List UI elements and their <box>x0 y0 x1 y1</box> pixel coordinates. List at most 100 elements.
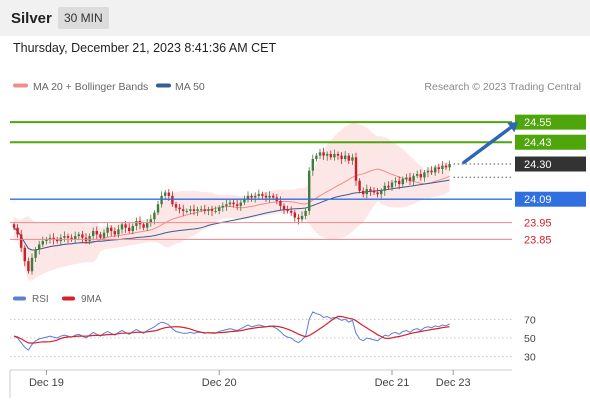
candle-body <box>41 241 44 245</box>
candle <box>372 187 376 196</box>
candle-body <box>347 155 350 161</box>
candle-body <box>426 170 430 173</box>
candle-body <box>20 234 23 248</box>
candle <box>63 231 66 242</box>
candle-body <box>390 182 394 188</box>
candle <box>326 151 329 161</box>
candle <box>16 224 19 238</box>
candle <box>174 201 178 211</box>
header-bar: Silver 30 MIN <box>0 0 590 36</box>
candle-body <box>293 212 296 218</box>
candle <box>146 219 149 232</box>
resistance-label-box <box>515 114 586 130</box>
candle <box>257 189 260 199</box>
candle-body <box>286 209 289 211</box>
candle <box>27 257 30 274</box>
candle <box>300 211 304 222</box>
time-tick-label: Dec 23 <box>436 377 471 389</box>
candle-body <box>225 204 228 206</box>
current-price: 24.30 <box>453 156 586 172</box>
candle-body <box>315 155 318 159</box>
candle-body <box>92 231 95 237</box>
candle <box>430 166 433 175</box>
candle-body <box>192 209 196 211</box>
candle <box>383 182 386 196</box>
candle <box>290 206 293 216</box>
candle-body <box>333 153 336 158</box>
level-23.85: 23.85 <box>10 234 552 246</box>
candle-body <box>304 210 307 216</box>
candle-body <box>88 236 91 242</box>
candle-body <box>257 194 260 196</box>
candle-body <box>318 152 322 156</box>
candle-body <box>182 209 185 211</box>
candle-body <box>437 167 440 170</box>
candle <box>336 151 340 160</box>
candle <box>448 160 451 171</box>
candle-body <box>128 227 131 232</box>
candle-body <box>329 153 332 158</box>
candle-body <box>326 153 329 156</box>
candle-body <box>279 200 282 206</box>
candle <box>376 187 379 198</box>
candle <box>38 240 41 255</box>
candle <box>207 206 210 216</box>
rsi-tick-label: 50 <box>524 333 536 345</box>
candle <box>48 234 52 244</box>
candle-body <box>56 239 59 242</box>
candle-body <box>344 155 347 159</box>
candle <box>401 176 404 187</box>
candle <box>333 149 336 161</box>
candle-body <box>376 192 379 195</box>
candle-body <box>74 236 77 240</box>
candle-body <box>156 204 160 213</box>
candle <box>246 191 250 203</box>
candle <box>390 179 394 191</box>
ma20-legend-swatch <box>13 83 28 88</box>
candle-body <box>196 209 199 211</box>
rsi-tick-label: 70 <box>524 314 536 326</box>
candle-body <box>372 190 376 193</box>
candle <box>153 210 156 225</box>
candle <box>354 152 358 186</box>
candle-body <box>261 194 264 196</box>
forecast-arrow-shaft <box>462 125 513 165</box>
candle-body <box>394 180 397 183</box>
pivot-label: 24.09 <box>524 194 552 206</box>
candle-body <box>416 174 419 176</box>
resistance-label-box <box>515 134 586 150</box>
rsi-tick-label: 30 <box>524 352 536 364</box>
candle-body <box>120 224 124 230</box>
candle-body <box>171 195 174 205</box>
candle-body <box>189 209 192 211</box>
candle <box>444 163 448 170</box>
candle-body <box>214 210 217 212</box>
candle <box>437 163 440 174</box>
timeframe-badge[interactable]: 30 MIN <box>58 7 109 29</box>
candle <box>239 200 242 211</box>
candle <box>243 195 246 206</box>
candle <box>214 206 217 214</box>
candle-body <box>322 152 325 156</box>
candle-body <box>16 227 19 235</box>
candle-body <box>30 257 34 272</box>
rsi-legend-label: RSI <box>32 294 49 305</box>
ma50-legend-label: MA 50 <box>175 81 205 93</box>
candle-body <box>142 224 145 228</box>
rsi-panel: 70 50 30 <box>10 311 536 364</box>
candle <box>30 253 34 275</box>
candle <box>261 191 264 200</box>
candle <box>322 147 325 160</box>
candle-body <box>336 153 340 156</box>
candle-body <box>221 205 224 208</box>
candle <box>52 233 55 245</box>
candle <box>282 203 286 215</box>
candle-body <box>66 236 70 238</box>
candle-body <box>351 157 354 161</box>
time-axis: Dec 19 Dec 20 Dec 21 Dec 23 <box>9 369 512 398</box>
candle-body <box>102 232 106 238</box>
candle-body <box>164 192 167 196</box>
candle-body <box>124 224 127 228</box>
time-tick-label: Dec 21 <box>375 377 410 389</box>
rsi-ma-legend-swatch <box>62 296 75 301</box>
